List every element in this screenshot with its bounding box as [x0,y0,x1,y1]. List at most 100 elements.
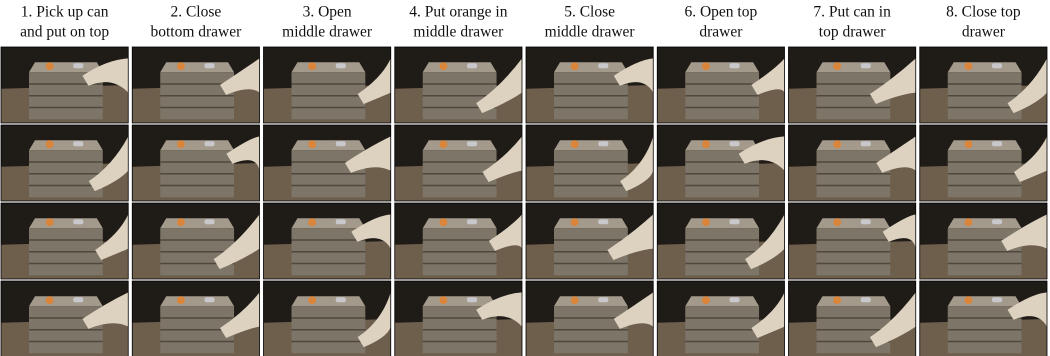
cabinet-top [685,218,759,228]
cabinet-top [29,218,103,228]
can [992,297,1002,302]
can [73,219,83,224]
column-title: 5. Close [564,4,615,21]
column-title: 3. Open [303,4,352,21]
can [730,63,740,68]
orange [833,140,841,148]
frame-image [789,203,916,279]
column-title: 6. Open top [684,4,757,21]
cabinet-top [816,296,890,306]
can [730,297,740,302]
column-title: middle drawer [413,24,504,41]
cabinet-top [948,296,1022,306]
frame-image [920,47,1047,123]
frame-image [264,203,391,279]
column-title: 2. Close [170,4,221,21]
can [992,141,1002,146]
cabinet-top [160,62,234,72]
cabinet-top [291,62,365,72]
orange [308,140,316,148]
frame-image [920,203,1047,279]
can [205,63,215,68]
orange [439,140,447,148]
frame-image [657,203,784,279]
frame-image [264,125,391,201]
orange [177,296,185,304]
orange [46,296,54,304]
orange [702,140,710,148]
can [336,141,346,146]
orange [833,218,841,226]
column-title: middle drawer [282,24,373,41]
frame-image [789,125,916,201]
cabinet-top [423,62,497,72]
cabinet-top [160,218,234,228]
orange [177,62,185,70]
cabinet-top [685,296,759,306]
can [205,141,215,146]
can [861,141,871,146]
column-title: 7. Put can in [813,4,891,21]
orange [439,62,447,70]
column-title: drawer [962,24,1006,41]
figure: 1. Pick up canand put on top2. Closebott… [0,0,1050,356]
frame-image [395,281,522,356]
frame-image [1,125,128,201]
cabinet-top [160,140,234,150]
frame-image [395,47,522,123]
frame-image [526,281,653,356]
can [467,63,477,68]
can [730,219,740,224]
can [598,141,608,146]
frame-image [132,47,259,123]
orange [964,218,972,226]
column-title: bottom drawer [150,24,242,41]
cabinet-top [685,62,759,72]
orange [702,296,710,304]
can [992,219,1002,224]
frame-image [264,281,391,356]
can [467,141,477,146]
orange [439,218,447,226]
frame-image [395,125,522,201]
orange [964,140,972,148]
can [336,63,346,68]
frame-image [526,47,653,123]
can [73,297,83,302]
orange [571,218,579,226]
orange [571,296,579,304]
cabinet-top [948,62,1022,72]
cabinet-top [554,62,628,72]
orange [46,140,54,148]
orange [439,296,447,304]
can [73,63,83,68]
frame-image [264,47,391,123]
can [598,297,608,302]
frame-image [1,203,128,279]
cabinet-top [423,218,497,228]
frame-image [526,125,653,201]
orange [833,62,841,70]
cabinet-top [554,218,628,228]
frame-image [1,281,128,356]
can [73,141,83,146]
orange [308,218,316,226]
column-title: and put on top [20,24,109,41]
orange [177,218,185,226]
orange [964,296,972,304]
orange [46,62,54,70]
frame-image [920,125,1047,201]
can [205,297,215,302]
column-title: 4. Put orange in [409,4,507,21]
cabinet-top [816,140,890,150]
frame-image [920,281,1047,356]
cabinet-top [160,296,234,306]
can [598,63,608,68]
column-title: 8. Close top [946,4,1021,21]
cabinet-top [948,218,1022,228]
can [467,219,477,224]
frame-image [657,47,784,123]
frame-image [132,125,259,201]
can [205,219,215,224]
can [336,219,346,224]
